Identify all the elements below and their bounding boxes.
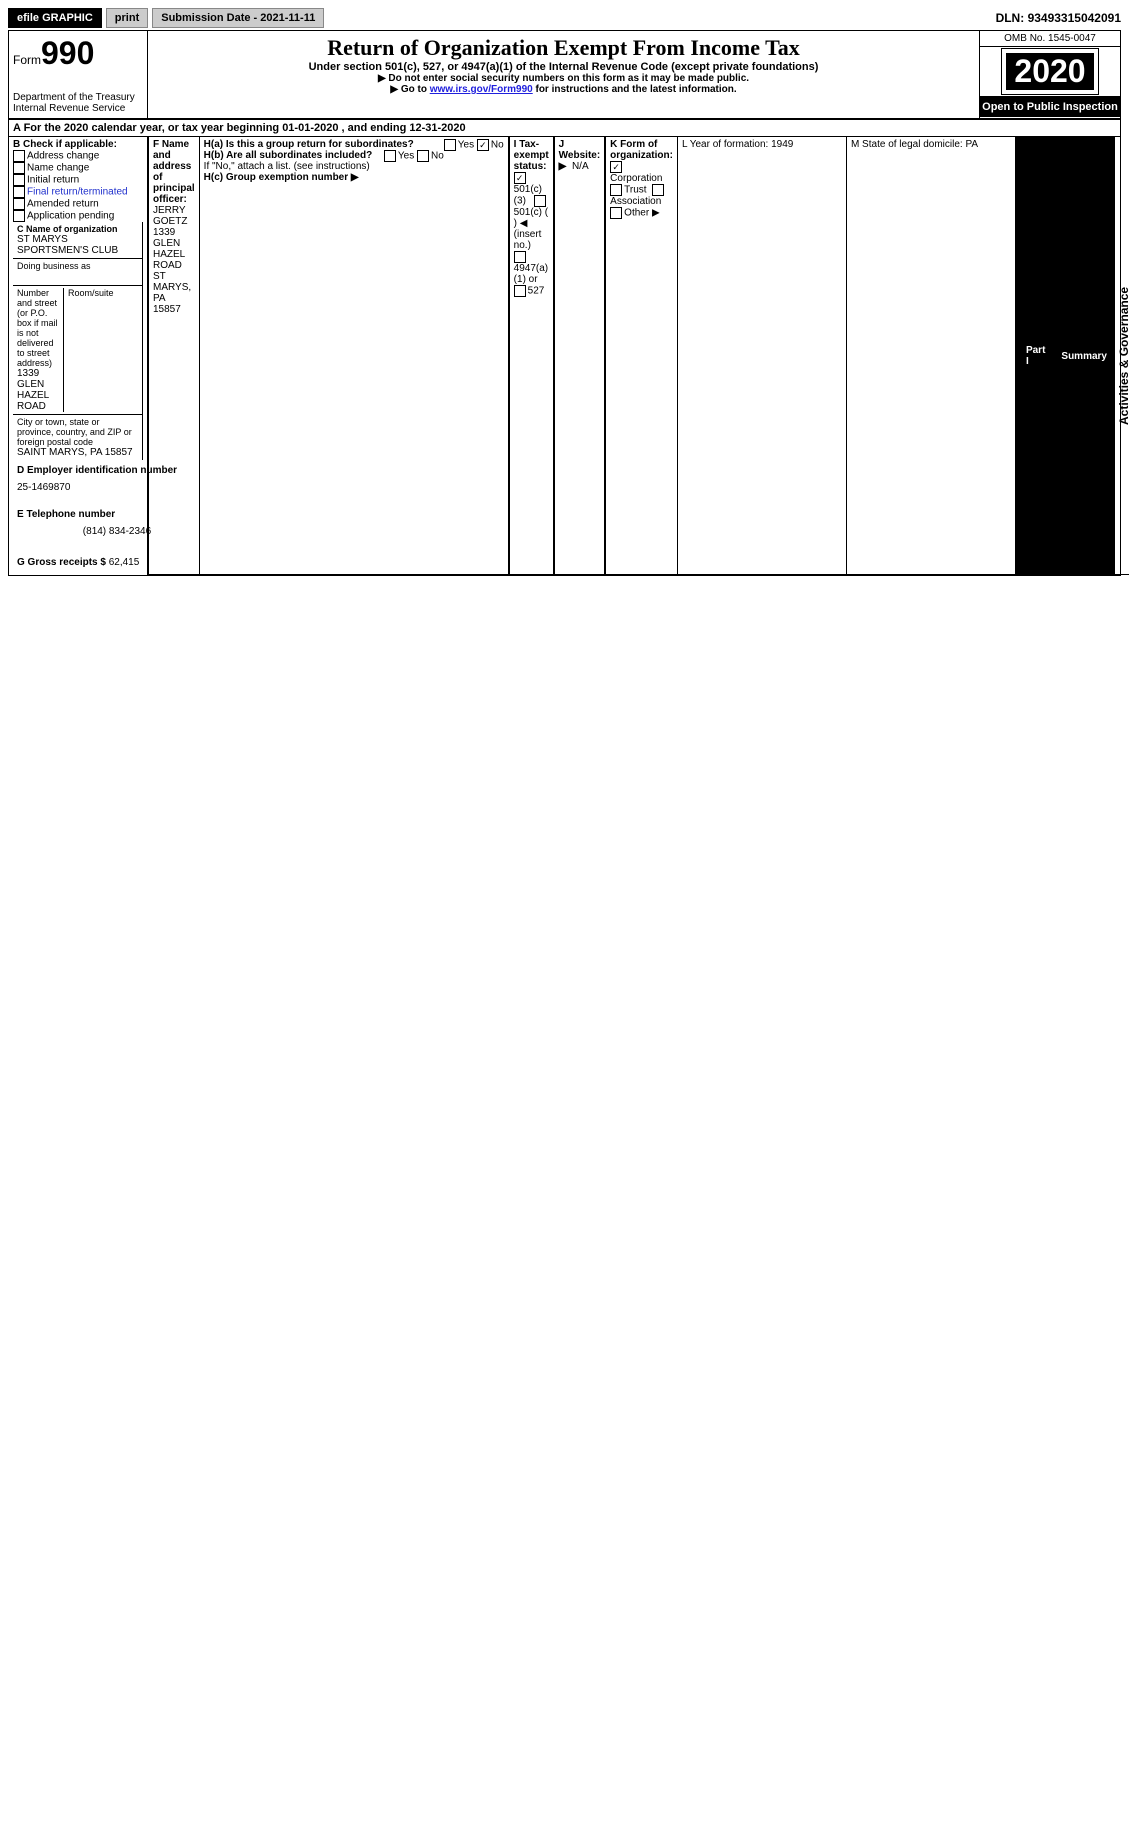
street: 1339 GLEN HAZEL ROAD	[17, 368, 59, 412]
row-i: I Tax-exempt status: 501(c)(3) 501(c) ( …	[509, 137, 554, 575]
part1-header: Part I Summary	[1016, 137, 1113, 575]
form-subtitle: Under section 501(c), 527, or 4947(a)(1)…	[152, 61, 975, 73]
form-header: Form990 Department of the Treasury Inter…	[8, 30, 1121, 120]
inspection: Open to Public Inspection	[980, 97, 1120, 117]
row-klm: K Form of organization: Corporation Trus…	[605, 137, 1016, 575]
officer-block: F Name and address of principal officer:…	[149, 137, 200, 574]
form-title: Return of Organization Exempt From Incom…	[152, 35, 975, 61]
col-c: C Name of organization ST MARYS SPORTSME…	[13, 222, 143, 460]
city: SAINT MARYS, PA 15857	[17, 447, 138, 458]
row-a: A For the 2020 calendar year, or tax yea…	[8, 120, 1121, 137]
instr1: ▶ Do not enter social security numbers o…	[152, 73, 975, 84]
form-number: Form990	[13, 35, 143, 72]
dept1: Department of the Treasury	[13, 92, 143, 103]
group-return-block: H(a) Is this a group return for subordin…	[200, 137, 508, 574]
identity-block: B Check if applicable: Address change Na…	[8, 137, 1121, 576]
org-name: ST MARYS SPORTSMEN'S CLUB	[17, 234, 138, 256]
row-j: J Website: ▶ N/A	[554, 137, 606, 575]
dept2: Internal Revenue Service	[13, 103, 143, 114]
col-b: B Check if applicable: Address change Na…	[9, 137, 148, 575]
print-button[interactable]: print	[106, 8, 148, 28]
gross-receipts: 62,415	[109, 557, 140, 568]
submission-date: Submission Date - 2021-11-11	[152, 8, 324, 28]
row-fh: F Name and address of principal officer:…	[148, 137, 509, 575]
instr-link[interactable]: www.irs.gov/Form990	[430, 84, 533, 95]
summary-governance: Activities & Governance 1 Briefly descri…	[1113, 137, 1129, 575]
dln: DLN: 93493315042091	[996, 11, 1121, 25]
instr2: ▶ Go to www.irs.gov/Form990 for instruct…	[152, 84, 975, 95]
topbar: efile GRAPHIC print Submission Date - 20…	[8, 8, 1121, 28]
omb: OMB No. 1545-0047	[980, 31, 1120, 47]
efile-tag: efile GRAPHIC	[8, 8, 102, 28]
tax-year: 2020	[1002, 49, 1097, 94]
